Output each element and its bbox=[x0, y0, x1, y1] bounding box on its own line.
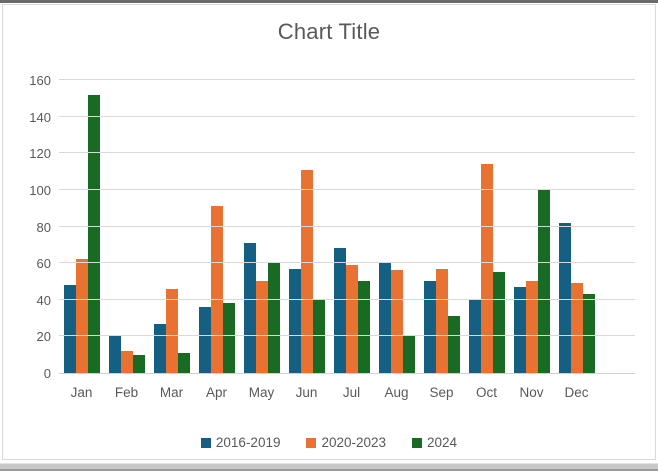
bar-2020-2023-mar[interactable] bbox=[165, 288, 178, 373]
y-tick-label-160: 160 bbox=[29, 73, 51, 88]
bar-2024-jun[interactable] bbox=[312, 299, 325, 373]
bar-group-sep bbox=[419, 81, 464, 373]
gridline-y-160 bbox=[59, 79, 635, 80]
bar-2020-2023-oct[interactable] bbox=[480, 164, 493, 373]
bar-2024-mar[interactable] bbox=[177, 352, 190, 373]
bar-group-jul bbox=[329, 81, 374, 373]
x-tick-label-jun: Jun bbox=[295, 385, 318, 400]
y-tick-label-120: 120 bbox=[29, 146, 51, 162]
x-tick-label-apr: Apr bbox=[205, 385, 227, 400]
x-tick-label-jan: Jan bbox=[70, 385, 93, 400]
y-tick-label-140: 140 bbox=[29, 109, 51, 125]
bar-2016-2019-jul[interactable] bbox=[333, 248, 346, 373]
gridline-y-100 bbox=[59, 188, 635, 190]
bar-group-apr bbox=[194, 81, 239, 373]
bar-2020-2023-nov[interactable] bbox=[525, 281, 538, 373]
window-top-edge bbox=[0, 0, 658, 3]
x-tick-label-aug: Aug bbox=[384, 385, 409, 400]
x-tick-label-mar: Mar bbox=[159, 385, 184, 400]
bar-2020-2023-may[interactable] bbox=[255, 281, 268, 373]
y-tick-label-20: 20 bbox=[36, 329, 51, 345]
bar-2020-2023-feb[interactable] bbox=[120, 351, 133, 373]
x-tick-label-may: May bbox=[248, 385, 275, 400]
window-bottom-edge bbox=[0, 463, 658, 471]
bar-2024-nov[interactable] bbox=[537, 189, 550, 373]
bar-2020-2023-aug[interactable] bbox=[390, 270, 403, 373]
bar-group-may bbox=[239, 81, 284, 373]
x-tick-label-oct: Oct bbox=[475, 385, 497, 400]
y-tick-label-100: 100 bbox=[29, 182, 51, 198]
gridline-y-60 bbox=[59, 262, 635, 264]
legend-item-2020-2023[interactable]: 2020-2023 bbox=[306, 435, 386, 450]
legend-swatch-icon bbox=[200, 437, 211, 448]
gridline-y-140 bbox=[59, 115, 635, 117]
bar-2024-dec[interactable] bbox=[582, 294, 595, 373]
bar-2024-jan[interactable] bbox=[87, 94, 100, 373]
bar-2016-2019-may[interactable] bbox=[243, 242, 256, 373]
gridline-y-20 bbox=[59, 335, 635, 337]
bar-2016-2019-nov[interactable] bbox=[513, 286, 526, 373]
bar-group-feb bbox=[104, 81, 149, 373]
legend: 2016-2019 2020-2023 2024 bbox=[3, 435, 655, 450]
x-tick-label-dec: Dec bbox=[564, 385, 589, 400]
bar-group-dec bbox=[554, 81, 599, 373]
legend-label: 2024 bbox=[427, 435, 458, 450]
bar-2024-apr[interactable] bbox=[222, 303, 235, 373]
bar-2020-2023-dec[interactable] bbox=[570, 283, 583, 373]
legend-item-2024[interactable]: 2024 bbox=[412, 435, 457, 450]
bar-group-aug bbox=[374, 81, 419, 373]
gridline-y-120 bbox=[59, 152, 635, 154]
y-tick-label-60: 60 bbox=[36, 256, 51, 272]
bar-2020-2023-jun[interactable] bbox=[300, 169, 313, 373]
legend-label: 2016-2019 bbox=[215, 435, 281, 450]
chart-area[interactable]: Chart Title 0 20 40 60 80 100 120 140 160 Jan Feb… bbox=[2, 4, 656, 460]
legend-item-2016-2019[interactable]: 2016-2019 bbox=[200, 435, 281, 450]
bar-2024-aug[interactable] bbox=[402, 336, 415, 373]
bar-2024-jul[interactable] bbox=[357, 281, 370, 373]
legend-swatch-icon bbox=[306, 437, 317, 448]
bar-2016-2019-mar[interactable] bbox=[153, 323, 166, 373]
bar-2016-2019-feb[interactable] bbox=[108, 336, 121, 373]
x-tick-label-nov: Nov bbox=[519, 385, 544, 400]
x-tick-label-jul: Jul bbox=[342, 385, 361, 400]
bar-2016-2019-sep[interactable] bbox=[423, 281, 436, 373]
bar-2020-2023-sep[interactable] bbox=[435, 268, 448, 373]
chart-title[interactable]: Chart Title bbox=[277, 19, 381, 44]
legend-swatch-icon bbox=[412, 437, 423, 448]
y-tick-label-40: 40 bbox=[36, 292, 51, 308]
y-tick-label-0: 0 bbox=[43, 366, 51, 381]
gridline-y-40 bbox=[59, 298, 635, 300]
bar-2024-may[interactable] bbox=[267, 263, 280, 373]
bar-2020-2023-apr[interactable] bbox=[210, 206, 223, 373]
bar-2020-2023-jan[interactable] bbox=[75, 259, 88, 373]
plot-area bbox=[59, 79, 635, 374]
bar-2024-oct[interactable] bbox=[492, 272, 505, 373]
legend-label: 2020-2023 bbox=[321, 435, 387, 450]
bar-2024-feb[interactable] bbox=[132, 354, 145, 373]
bar-2024-sep[interactable] bbox=[447, 316, 460, 373]
x-tick-label-feb: Feb bbox=[114, 385, 139, 400]
bar-2016-2019-apr[interactable] bbox=[198, 307, 211, 373]
bar-2016-2019-aug[interactable] bbox=[378, 263, 391, 373]
y-tick-label-80: 80 bbox=[36, 219, 51, 235]
bar-group-nov bbox=[509, 81, 554, 373]
bar-2016-2019-jun[interactable] bbox=[288, 268, 301, 373]
bar-group-jan bbox=[59, 81, 104, 373]
bar-group-mar bbox=[149, 81, 194, 373]
x-tick-label-sep: Sep bbox=[429, 385, 454, 400]
bar-group-jun bbox=[284, 81, 329, 373]
bars-layer bbox=[59, 81, 635, 373]
gridline-y-80 bbox=[59, 225, 635, 227]
bar-2016-2019-oct[interactable] bbox=[468, 299, 481, 373]
bar-2020-2023-jul[interactable] bbox=[345, 264, 358, 373]
bar-group-oct bbox=[464, 81, 509, 373]
x-axis: Jan Feb Mar Apr May Jun Jul Aug Sep Oct Nov Dec bbox=[59, 385, 599, 400]
bar-2016-2019-jan[interactable] bbox=[63, 285, 76, 373]
